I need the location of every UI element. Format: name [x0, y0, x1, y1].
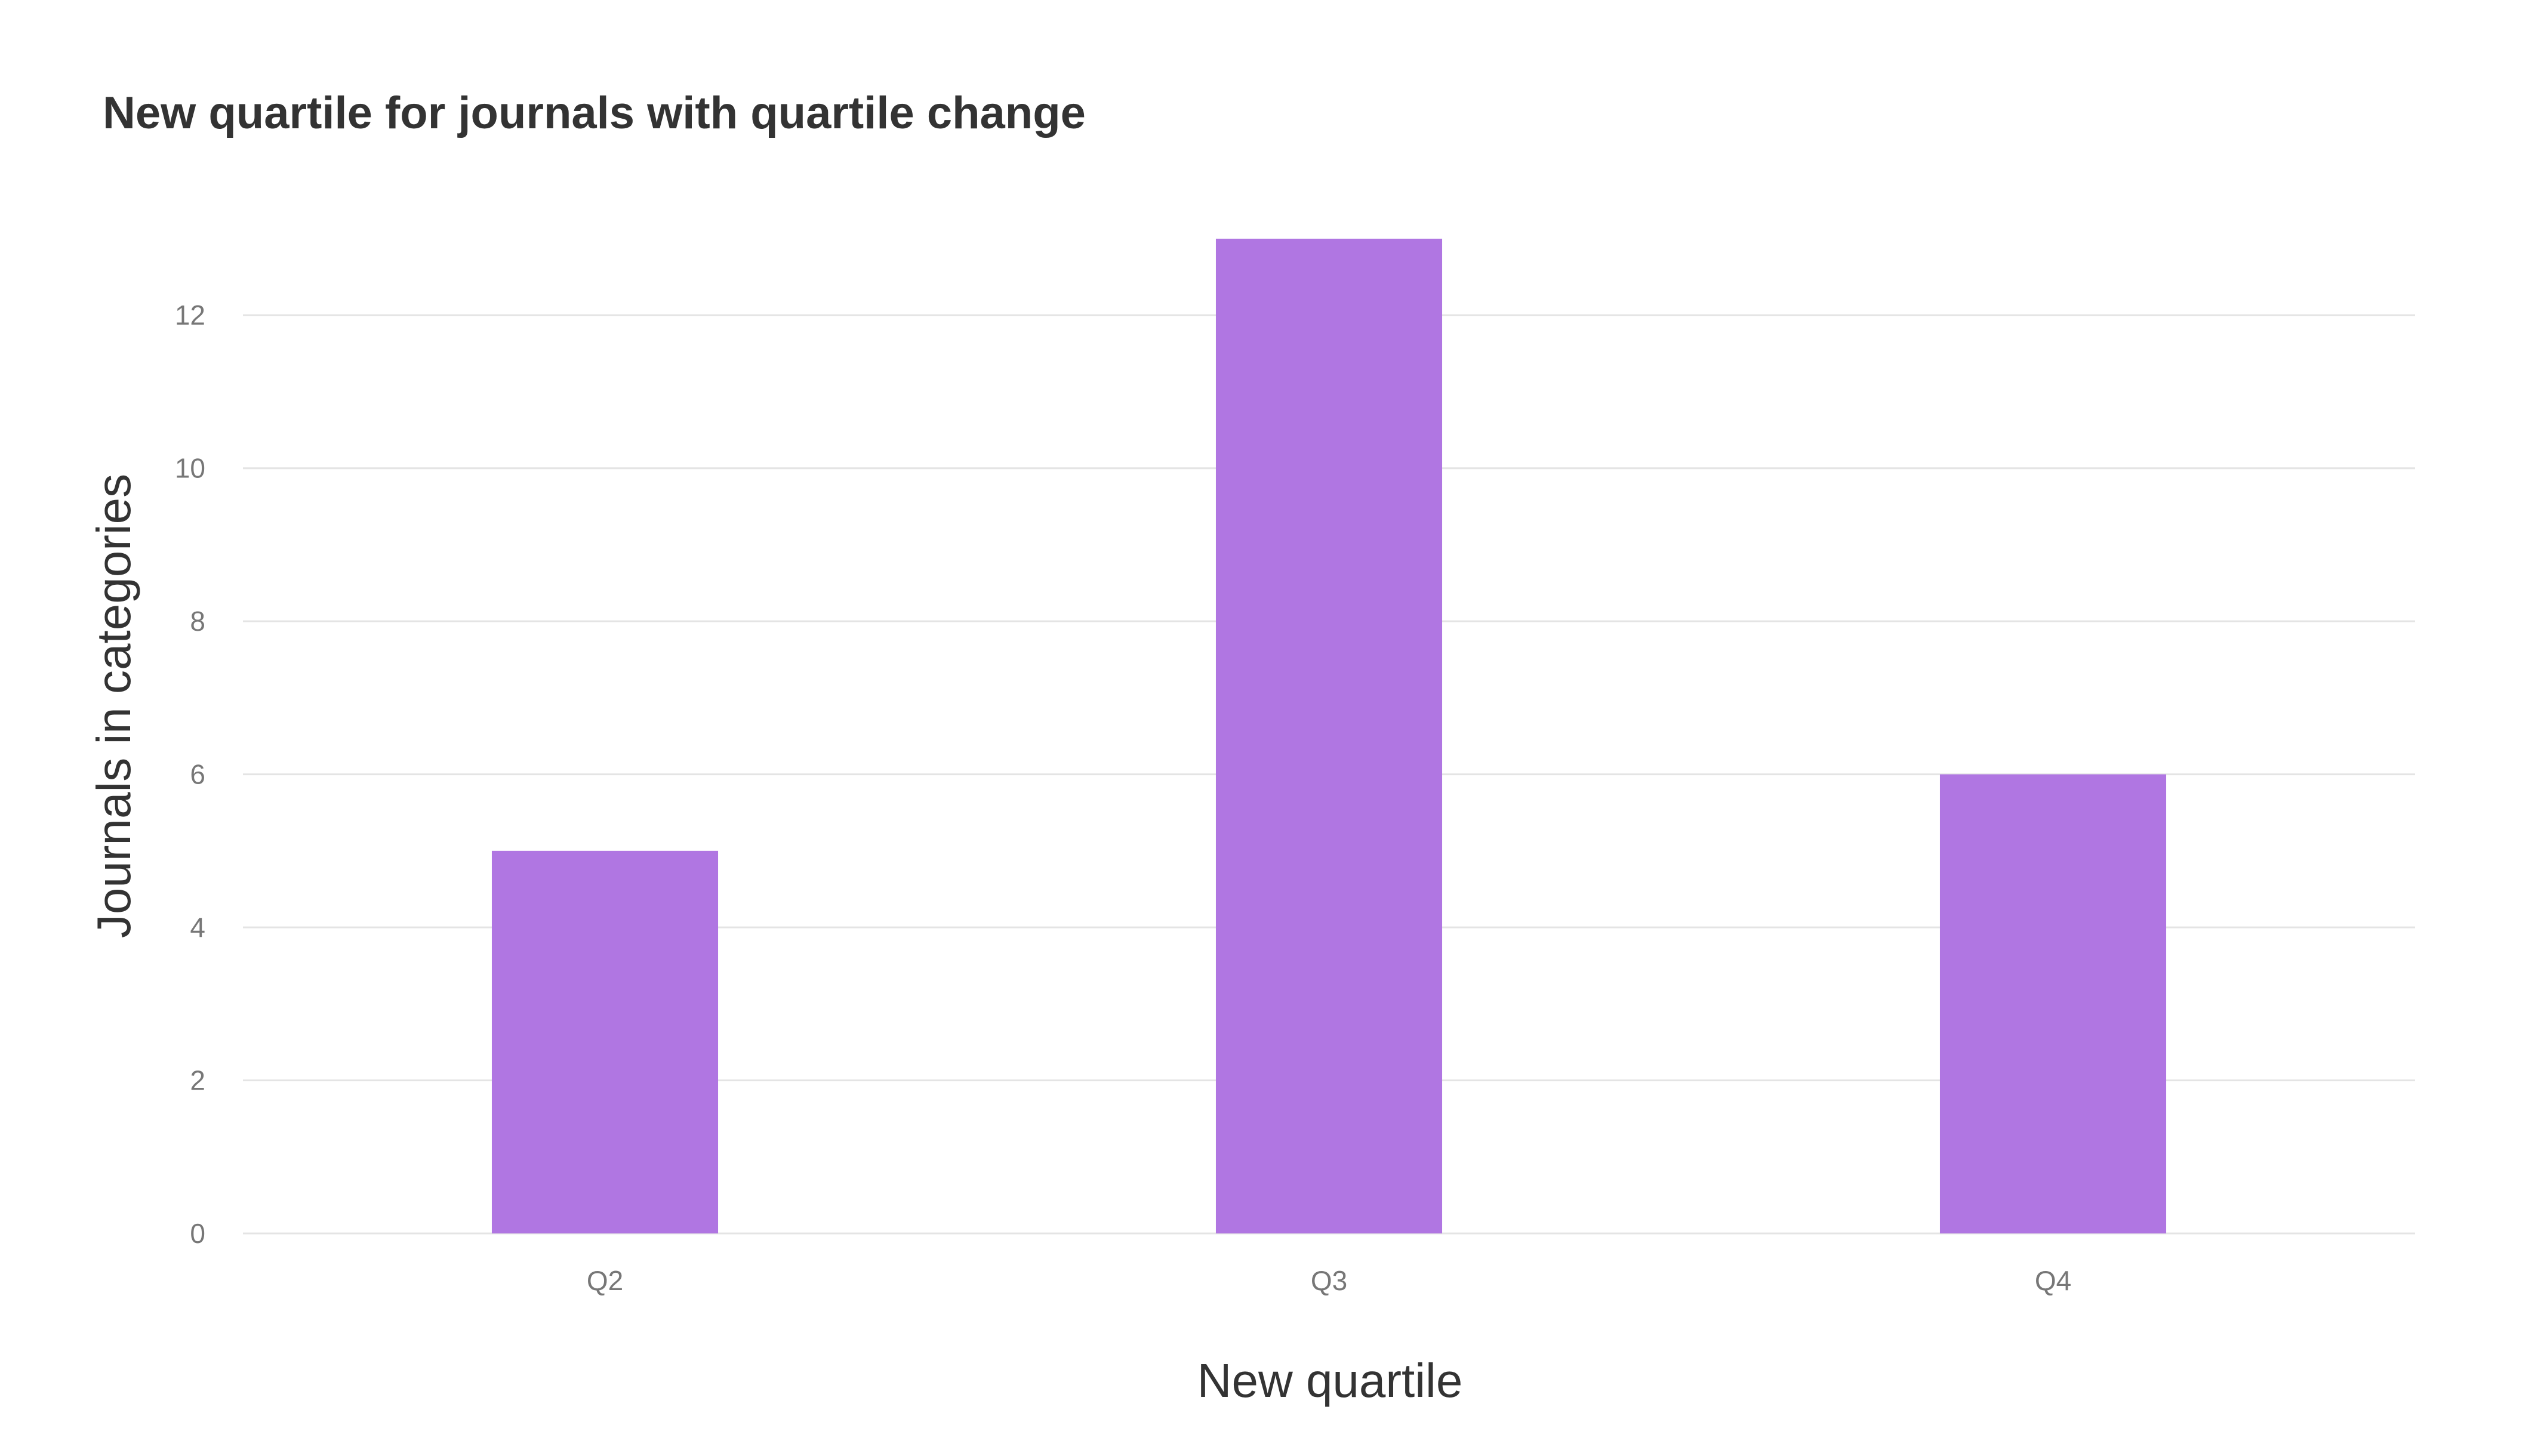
y-tick-label: 6: [190, 759, 205, 790]
y-tick-label: 0: [190, 1218, 205, 1249]
y-axis-ticks: 0 2 4 6 8 10 12: [175, 300, 205, 1249]
y-tick-label: 8: [190, 606, 205, 637]
y-axis-label: Journals in categories: [87, 474, 140, 938]
bar-q2: [491, 850, 719, 1233]
bar-q3: [1215, 239, 1443, 1233]
x-axis-label: New quartile: [1197, 1354, 1463, 1407]
bar-q4: [1939, 774, 2167, 1233]
y-tick-label: 2: [190, 1065, 205, 1096]
y-tick-label: 4: [190, 912, 205, 943]
y-tick-label: 12: [175, 300, 205, 331]
bars: [491, 239, 2167, 1233]
x-axis-ticks: Q2 Q3 Q4: [587, 1265, 2071, 1296]
x-tick-label: Q4: [2035, 1265, 2071, 1296]
chart-title: New quartile for journals with quartile …: [103, 88, 1086, 138]
x-tick-label: Q3: [1311, 1265, 1347, 1296]
y-tick-label: 10: [175, 453, 205, 484]
x-tick-label: Q2: [587, 1265, 623, 1296]
